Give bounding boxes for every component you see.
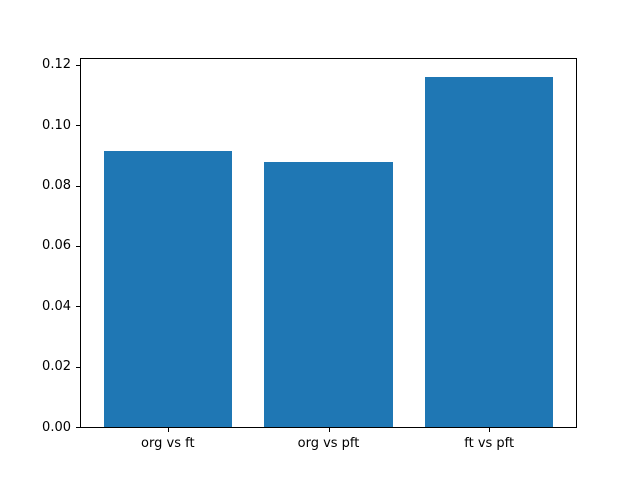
y-tick-mark [76, 64, 80, 66]
x-tick-label: ft vs pft [464, 436, 515, 451]
x-tick-label: org vs ft [141, 436, 195, 451]
y-tick-mark [76, 366, 80, 368]
y-tick-label: 0.08 [42, 178, 71, 193]
x-tick-mark [489, 428, 491, 432]
y-tick-label: 0.06 [42, 238, 71, 254]
axes: org vs ft org vs pft ft vs pft 0.00 0.02 0.04… [42, 57, 577, 451]
bar-org-vs-pft [264, 161, 393, 427]
y-tick-mark [76, 306, 80, 308]
x-tick-label: org vs pft [297, 436, 360, 451]
x-tick-mark [328, 428, 330, 432]
x-tick-mark [167, 428, 169, 432]
y-tick-label: 0.00 [42, 419, 71, 435]
y-tick-label: 0.04 [42, 298, 71, 314]
bar-ft-vs-pft [424, 76, 554, 427]
y-tick-label: 0.10 [42, 117, 71, 133]
y-tick-label: 0.02 [42, 359, 71, 375]
y-tick-mark [76, 185, 80, 187]
y-tick-label: 0.12 [42, 57, 71, 73]
y-tick-mark [76, 245, 80, 247]
bar-org-vs-ft [103, 150, 233, 427]
y-tick-mark [76, 427, 80, 428]
y-tick-mark [76, 125, 80, 127]
